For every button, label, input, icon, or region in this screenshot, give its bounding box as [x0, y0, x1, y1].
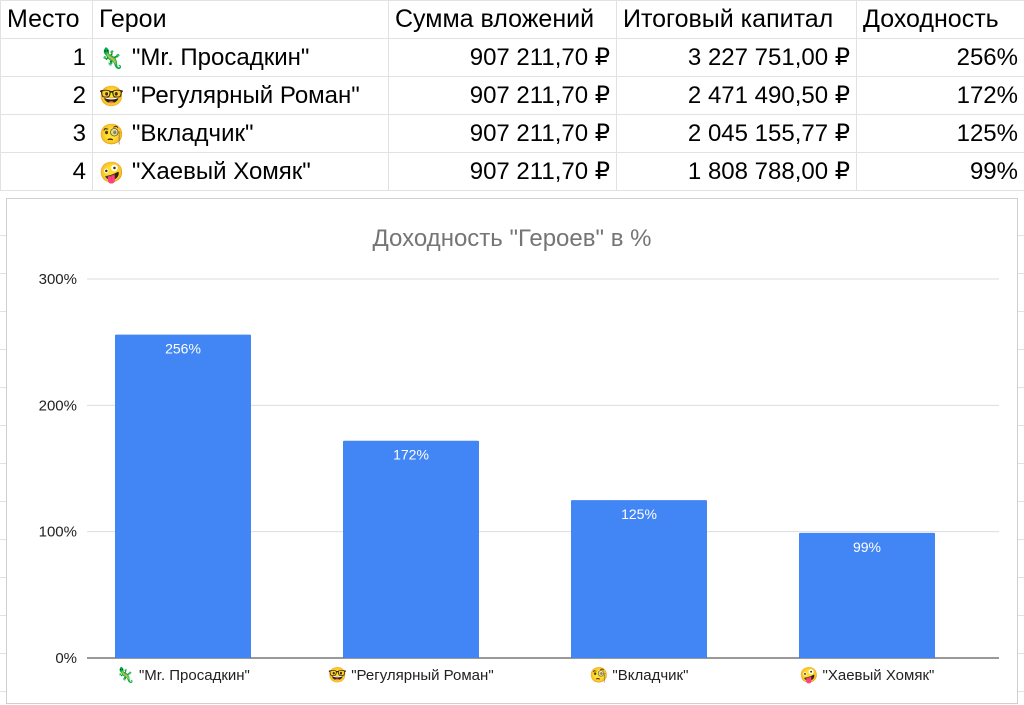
data-label: 99% [853, 539, 881, 555]
header-row: Место Герои Сумма вложений Итоговый капи… [1, 1, 1024, 39]
hero-name: "Вкладчик" [132, 120, 254, 148]
place-cell[interactable]: 3 [1, 115, 93, 153]
hero-cell[interactable]: 🤓 "Регулярный Роман" [93, 77, 389, 115]
x-category-label: 🦎 "Mr. Просадкин" [116, 666, 250, 684]
invested-cell[interactable]: 907 211,70 ₽ [389, 115, 617, 153]
zany-face-icon: 🤪 [99, 160, 124, 184]
capital-cell[interactable]: 3 227 751,00 ₽ [617, 39, 857, 77]
yield-bar-chart[interactable]: Доходность "Героев" в % 0%100%200%300%25… [6, 198, 1018, 704]
chart-canvas: 0% 100% 200% 300% 256% 🦎 "Mr. Просадкин" 172% 🤓… [7, 199, 1019, 705]
capital-cell[interactable]: 2 045 155,77 ₽ [617, 115, 857, 153]
header-invested[interactable]: Сумма вложений [389, 1, 617, 39]
table-row: 2 🤓 "Регулярный Роман" 907 211,70 ₽ 2 471… [1, 77, 1024, 115]
hero-cell[interactable]: 🤪 "Хаевый Хомяк" [93, 153, 389, 191]
header-heroes[interactable]: Герои [93, 1, 389, 39]
x-category-label: 🧐 "Вкладчик" [590, 666, 689, 684]
hero-name: "Хаевый Хомяк" [132, 158, 311, 186]
lizard-icon: 🦎 [99, 46, 124, 70]
header-capital[interactable]: Итоговый капитал [617, 1, 857, 39]
invested-cell[interactable]: 907 211,70 ₽ [389, 77, 617, 115]
bar[interactable] [571, 500, 707, 658]
hero-name: "Регулярный Роман" [132, 82, 360, 110]
hero-name: "Mr. Просадкин" [132, 44, 310, 72]
header-place[interactable]: Место [1, 1, 93, 39]
bar[interactable] [343, 441, 479, 658]
place-cell[interactable]: 1 [1, 39, 93, 77]
data-label: 256% [165, 341, 201, 357]
invested-cell[interactable]: 907 211,70 ₽ [389, 153, 617, 191]
capital-cell[interactable]: 2 471 490,50 ₽ [617, 77, 857, 115]
y-tick-label: 100% [39, 524, 77, 541]
y-tick-label: 0% [55, 650, 77, 667]
nerd-face-icon: 🤓 [99, 84, 124, 108]
table-row: 1 🦎 "Mr. Просадкин" 907 211,70 ₽ 3 227 75… [1, 39, 1024, 77]
bar[interactable] [115, 335, 251, 658]
hero-cell[interactable]: 🦎 "Mr. Просадкин" [93, 39, 389, 77]
y-tick-label: 300% [39, 271, 77, 288]
table-row: 3 🧐 "Вкладчик" 907 211,70 ₽ 2 045 155,77 … [1, 115, 1024, 153]
spreadsheet-table: Место Герои Сумма вложений Итоговый капи… [0, 0, 1024, 191]
data-label: 172% [393, 447, 429, 463]
invested-cell[interactable]: 907 211,70 ₽ [389, 39, 617, 77]
capital-cell[interactable]: 1 808 788,00 ₽ [617, 153, 857, 191]
x-category-label: 🤓 "Регулярный Роман" [328, 666, 493, 684]
table-row: 4 🤪 "Хаевый Хомяк" 907 211,70 ₽ 1 808 788… [1, 153, 1024, 191]
yield-cell[interactable]: 125% [857, 115, 1024, 153]
data-label: 125% [621, 506, 657, 522]
monocle-face-icon: 🧐 [99, 122, 124, 146]
place-cell[interactable]: 2 [1, 77, 93, 115]
yield-cell[interactable]: 172% [857, 77, 1024, 115]
yield-cell[interactable]: 256% [857, 39, 1024, 77]
y-tick-label: 200% [39, 397, 77, 414]
x-category-label: 🤪 "Хаевый Хомяк" [800, 666, 935, 684]
header-yield[interactable]: Доходность [857, 1, 1024, 39]
place-cell[interactable]: 4 [1, 153, 93, 191]
hero-cell[interactable]: 🧐 "Вкладчик" [93, 115, 389, 153]
yield-cell[interactable]: 99% [857, 153, 1024, 191]
